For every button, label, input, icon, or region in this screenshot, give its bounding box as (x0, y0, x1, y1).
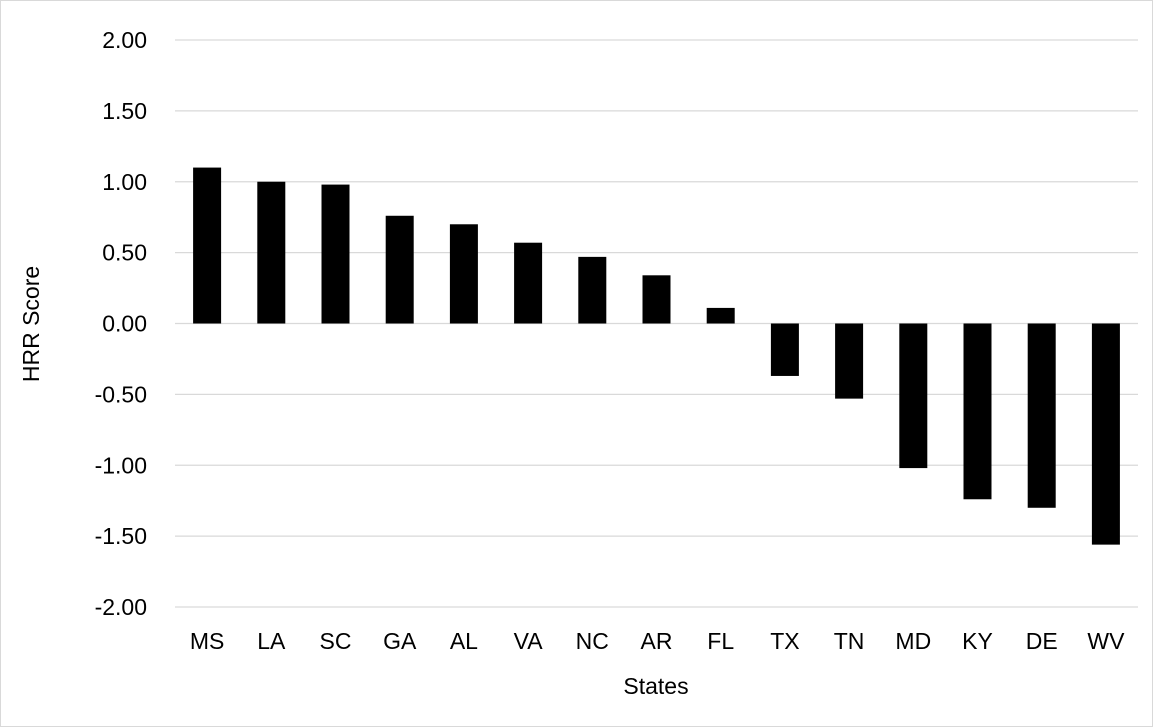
y-tick-label: 1.50 (102, 98, 147, 124)
bar-ky (963, 323, 992, 500)
bar-ar (642, 275, 671, 324)
bar-md (899, 323, 928, 469)
x-tick-label: SC (320, 628, 352, 654)
bar-nc (578, 256, 607, 324)
bar-la (257, 181, 286, 324)
y-tick-label: 0.00 (102, 311, 147, 337)
x-tick-label: GA (383, 628, 417, 654)
x-tick-label: DE (1026, 628, 1058, 654)
x-tick-label: WV (1087, 628, 1125, 654)
x-tick-label: MD (895, 628, 931, 654)
y-tick-label: -0.50 (95, 381, 147, 407)
y-tick-label: 1.00 (102, 169, 147, 195)
x-tick-label: FL (707, 628, 734, 654)
bar-tx (770, 323, 799, 376)
x-tick-label: AR (641, 628, 673, 654)
x-tick-label: TN (834, 628, 865, 654)
x-tick-label: LA (257, 628, 286, 654)
y-tick-label: -1.00 (95, 452, 147, 478)
x-tick-label: AL (450, 628, 478, 654)
x-tick-label: MS (190, 628, 225, 654)
y-tick-label: 2.00 (102, 27, 147, 53)
bar-va (514, 242, 543, 324)
bar-al (449, 224, 478, 324)
x-tick-label: NC (576, 628, 609, 654)
bar-wv (1091, 323, 1120, 545)
bar-ga (385, 215, 414, 324)
x-tick-label: KY (962, 628, 993, 654)
bar-de (1027, 323, 1056, 508)
y-tick-label: -1.50 (95, 523, 147, 549)
x-tick-label: VA (514, 628, 544, 654)
bar-tn (835, 323, 864, 399)
bar-ms (193, 167, 222, 324)
y-axis-tick-labels: 2.00 1.50 1.00 0.50 0.00 -0.50 -1.00 -1.50 -2.00 (95, 27, 147, 620)
y-tick-label: -2.00 (95, 594, 147, 620)
bars (193, 167, 1120, 545)
bar-sc (321, 184, 350, 324)
y-tick-label: 0.50 (102, 240, 147, 266)
bar-fl (706, 307, 735, 324)
y-axis-title: HRR Score (18, 266, 44, 382)
x-axis-tick-labels: MS LA SC GA AL VA NC AR FL TX TN MD KY DE WV (190, 628, 1125, 654)
x-axis-title: States (623, 673, 688, 699)
x-tick-label: TX (770, 628, 799, 654)
